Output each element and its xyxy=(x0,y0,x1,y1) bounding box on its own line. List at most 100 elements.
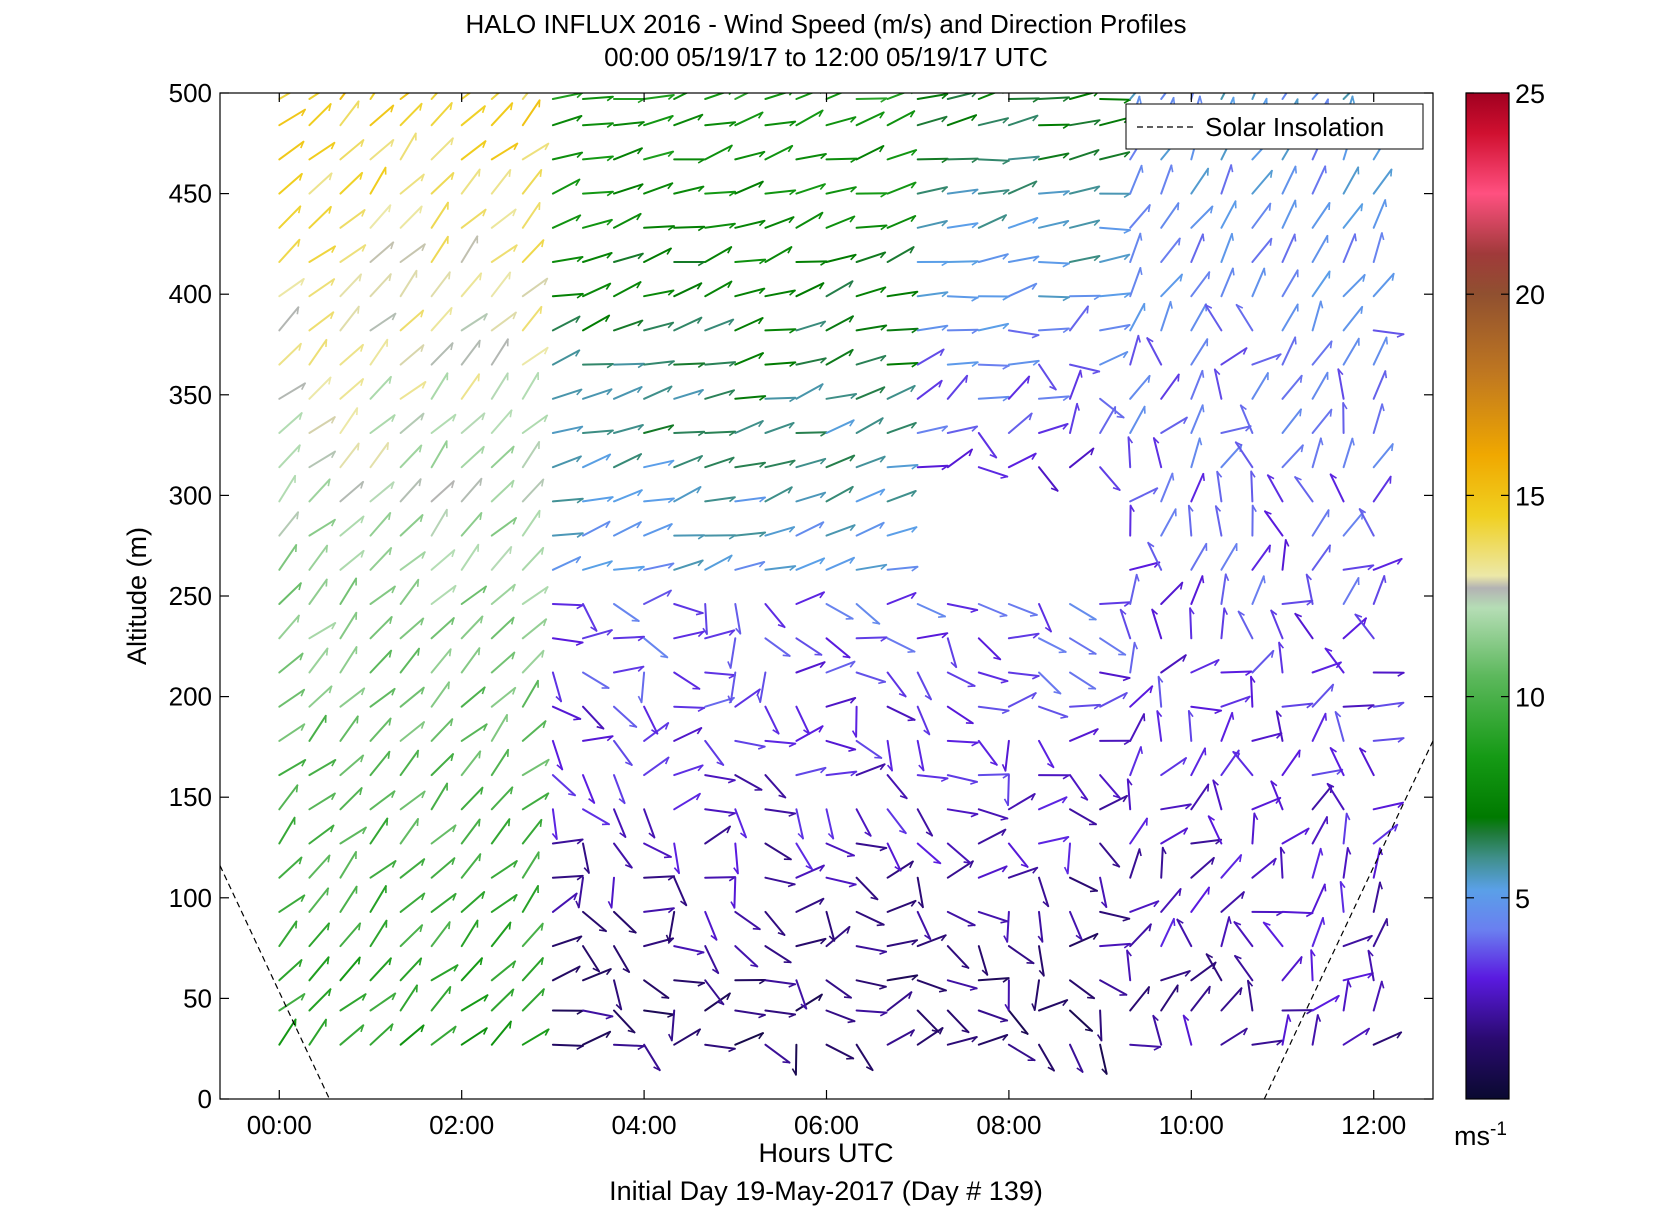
wind-barb-tick xyxy=(391,860,397,868)
wind-barb xyxy=(613,319,644,332)
wind-barb xyxy=(1251,169,1273,195)
wind-barb-tick xyxy=(596,725,604,730)
wind-barb-tick xyxy=(1285,539,1290,547)
wind-barb xyxy=(977,671,1009,683)
wind-barb-tick xyxy=(1306,1009,1313,1015)
wind-barb xyxy=(308,141,336,161)
wind-barb xyxy=(551,349,581,366)
wind-barb xyxy=(1342,704,1375,708)
wind-barb-tick xyxy=(511,584,516,592)
wind-barb xyxy=(339,851,357,879)
wind-barb-tick xyxy=(820,357,827,364)
wind-barb-tick xyxy=(697,431,705,437)
colorbar-tick-label: 15 xyxy=(1515,481,1545,511)
wind-barb xyxy=(613,945,631,973)
wind-barb-tick xyxy=(450,172,455,181)
wind-barb xyxy=(673,1028,701,1046)
wind-barb xyxy=(734,317,764,332)
wind-barb-tick xyxy=(1396,1031,1402,1039)
wind-barb xyxy=(1324,647,1345,674)
wind-barb xyxy=(1251,796,1282,811)
wind-barb xyxy=(764,459,796,469)
wind-barb-tick xyxy=(541,989,545,997)
wind-barb-tick xyxy=(359,787,363,796)
wind-barb-tick xyxy=(758,151,765,158)
wind-barb xyxy=(704,629,736,640)
wind-barb-tick xyxy=(782,654,790,657)
wind-barb-tick xyxy=(622,967,630,973)
wind-barb xyxy=(582,218,613,229)
wind-barb-tick xyxy=(848,883,856,888)
wind-barbs xyxy=(278,93,1405,1076)
wind-barb xyxy=(946,603,979,611)
wind-barb-tick xyxy=(818,282,825,290)
wind-barb-tick xyxy=(911,939,918,946)
wind-barb xyxy=(278,959,303,982)
wind-barb xyxy=(399,818,419,845)
wind-barb-tick xyxy=(910,182,917,189)
wind-barb-tick xyxy=(1169,301,1173,309)
wind-barb xyxy=(1099,910,1131,920)
wind-barb-tick xyxy=(696,486,702,494)
wind-barb xyxy=(1069,637,1097,655)
wind-barb xyxy=(1220,573,1227,605)
wind-barb xyxy=(460,786,484,811)
wind-barb xyxy=(399,790,426,811)
wind-barb xyxy=(582,968,612,982)
wind-barb-tick xyxy=(666,248,672,255)
wind-barb xyxy=(1099,601,1132,605)
wind-barb-tick xyxy=(447,682,450,690)
wind-barb-tick xyxy=(818,521,824,529)
wind-barb xyxy=(339,754,365,777)
wind-barb xyxy=(673,945,705,954)
wind-barb xyxy=(551,935,583,948)
wind-barb-tick xyxy=(710,934,717,941)
wind-barb xyxy=(704,808,736,815)
wind-barb xyxy=(490,988,515,1012)
wind-barb-tick xyxy=(1122,677,1130,682)
wind-barb xyxy=(1160,803,1192,811)
wind-barb xyxy=(886,842,902,872)
wind-barb-tick xyxy=(420,1025,425,1033)
wind-barb xyxy=(1251,202,1272,229)
wind-barb-tick xyxy=(820,431,827,437)
wind-barb-tick xyxy=(1201,405,1205,413)
wind-barb-tick xyxy=(697,158,705,164)
wind-barb xyxy=(886,464,919,469)
wind-barb xyxy=(308,647,329,674)
wind-barb-tick xyxy=(778,794,786,799)
colorbar-tick-label: 20 xyxy=(1515,280,1545,310)
wind-barb xyxy=(551,497,584,503)
wind-barb xyxy=(916,632,949,640)
wind-barb xyxy=(916,739,925,772)
wind-barb xyxy=(1281,199,1297,229)
wind-barb xyxy=(1278,641,1284,674)
wind-barb xyxy=(490,786,514,811)
wind-barb xyxy=(278,172,303,195)
wind-barb xyxy=(339,922,362,948)
wind-barb-tick xyxy=(879,251,886,259)
wind-barb-tick xyxy=(1153,437,1160,444)
wind-barb-tick xyxy=(1317,1014,1322,1022)
wind-barb xyxy=(734,842,739,875)
wind-barb xyxy=(582,155,614,161)
wind-barb xyxy=(643,497,675,503)
wind-barb-tick xyxy=(728,223,736,229)
wind-barb xyxy=(668,910,676,943)
wind-barb-tick xyxy=(508,272,511,280)
wind-barb-tick xyxy=(540,957,544,966)
wind-barb-tick xyxy=(1120,609,1127,615)
wind-barb xyxy=(308,922,330,948)
wind-barb xyxy=(1129,204,1151,229)
wind-barb xyxy=(673,764,704,777)
wind-barb xyxy=(278,920,298,948)
wind-barb xyxy=(1069,876,1098,892)
wind-barb xyxy=(308,311,335,332)
wind-barb xyxy=(278,108,306,127)
wind-barb xyxy=(551,705,582,720)
wind-barb xyxy=(1006,910,1010,943)
wind-barb xyxy=(1007,97,1040,100)
wind-barb-tick xyxy=(789,120,796,127)
wind-barb xyxy=(399,102,423,127)
wind-barb xyxy=(460,891,486,913)
